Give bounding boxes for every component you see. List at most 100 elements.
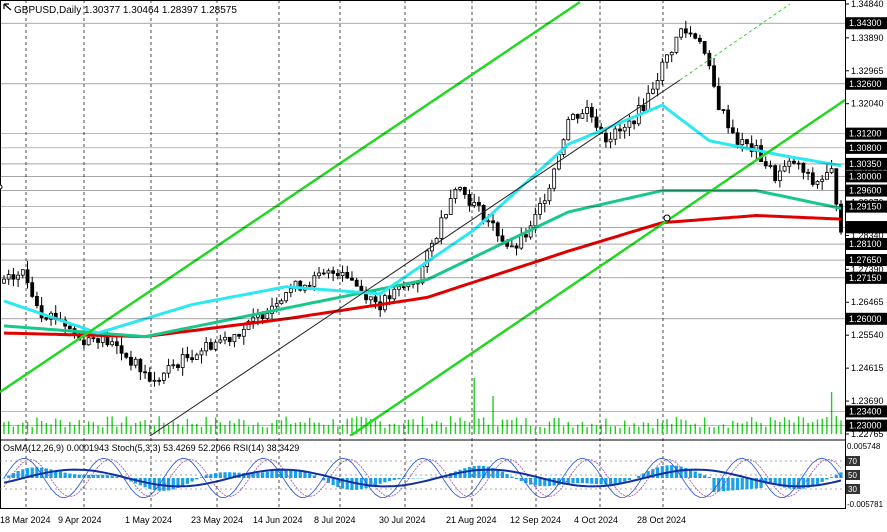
- candle-body: [675, 37, 678, 52]
- candle-body: [82, 340, 85, 345]
- indicator-level-label: 70: [848, 457, 857, 466]
- candle-body: [26, 270, 29, 283]
- osma-bar: [731, 478, 734, 490]
- candle-body: [595, 117, 598, 127]
- candle-body: [510, 246, 513, 247]
- level-label: 1.29150: [849, 202, 882, 212]
- indicator-level-label: 30: [848, 485, 857, 494]
- level-label: 1.23400: [849, 406, 882, 416]
- osma-bar: [510, 477, 513, 478]
- candle-body: [680, 29, 683, 37]
- osma-bar: [115, 477, 118, 478]
- osma-bar: [581, 478, 584, 483]
- candle-body: [369, 297, 372, 300]
- osma-bar: [261, 472, 264, 478]
- anchor-point: [664, 215, 670, 221]
- time-label: 1 May 2024: [125, 515, 172, 525]
- osma-bar: [2, 478, 5, 479]
- osma-bar: [388, 478, 391, 481]
- time-label: 30 Jul 2024: [379, 515, 426, 525]
- level-label: 1.30350: [849, 159, 882, 169]
- candle-body: [567, 120, 570, 140]
- osma-bar: [571, 478, 574, 483]
- candle-body: [477, 202, 480, 205]
- candle-body: [186, 354, 189, 357]
- osma-bar: [830, 477, 833, 478]
- ohlc-values: 1.30377 1.30464 1.28397 1.28575: [84, 5, 237, 16]
- osma-bar: [694, 472, 697, 478]
- candle-body: [727, 110, 730, 128]
- osma-bar: [383, 478, 386, 482]
- candle-body: [830, 169, 833, 173]
- osma-bar: [181, 478, 184, 486]
- candle-body: [280, 301, 283, 304]
- candle-body: [134, 359, 137, 365]
- osma-bar: [590, 478, 593, 484]
- osma-bar: [656, 467, 659, 478]
- level-label: 1.29600: [849, 186, 882, 196]
- candle-body: [388, 296, 391, 299]
- candle-body: [397, 287, 400, 290]
- candle-body: [355, 280, 358, 286]
- symbol-label: GBPUSD,Daily: [14, 5, 81, 16]
- level-label: 1.23000: [849, 421, 882, 431]
- osma-bar: [816, 478, 819, 484]
- candle-body: [360, 286, 363, 291]
- candle-body: [445, 215, 448, 218]
- time-label: 14 Jun 2024: [253, 515, 303, 525]
- candle-body: [195, 355, 198, 360]
- osma-bar: [87, 475, 90, 478]
- candle-body: [92, 338, 95, 339]
- osma-bar: [538, 478, 541, 486]
- osma-bar: [205, 476, 208, 478]
- candle-body: [224, 337, 227, 340]
- candle-body: [327, 271, 330, 273]
- candle-body: [129, 357, 132, 365]
- candle-body: [162, 373, 165, 380]
- indicator-min-label: -0.005781: [847, 500, 884, 509]
- osma-bar: [270, 471, 273, 478]
- candle-body: [209, 342, 212, 349]
- candle-body: [581, 114, 584, 119]
- osma-bar: [393, 478, 396, 480]
- candle-body: [515, 246, 518, 248]
- candle-body: [539, 204, 542, 215]
- osma-bar: [313, 476, 316, 478]
- candle-body: [802, 163, 805, 172]
- candle-body: [590, 107, 593, 117]
- candle-body: [125, 353, 128, 357]
- candle-body: [308, 285, 311, 286]
- osma-bar: [256, 473, 259, 478]
- candle-body: [463, 187, 466, 194]
- candle-body: [778, 171, 781, 181]
- level-label: 1.32600: [849, 79, 882, 89]
- candle-body: [553, 169, 556, 188]
- osma-bar: [172, 478, 175, 489]
- candle-body: [642, 105, 645, 110]
- osma-bar: [374, 478, 377, 485]
- level-label: 1.30800: [849, 143, 882, 153]
- candle-body: [623, 127, 626, 131]
- time-label: 28 Oct 2024: [637, 515, 686, 525]
- candle-body: [266, 314, 269, 319]
- price-tick-label: 1.34840: [851, 0, 884, 9]
- osma-bar: [614, 478, 617, 484]
- indicator-level-label: 50: [848, 471, 857, 480]
- candle-body: [492, 221, 495, 223]
- level-label: 1.31200: [849, 129, 882, 139]
- osma-bar: [821, 478, 824, 482]
- osma-bar: [585, 478, 588, 483]
- osma-bar: [473, 466, 476, 478]
- candle-body: [275, 304, 278, 307]
- candle-body: [318, 273, 321, 276]
- osma-bar: [21, 469, 24, 478]
- candle-body: [731, 128, 734, 133]
- candle-body: [666, 55, 669, 62]
- candle-body: [807, 172, 810, 173]
- candle-body: [332, 271, 335, 274]
- candle-body: [35, 296, 38, 305]
- candle-body: [722, 110, 725, 111]
- candle-body: [792, 161, 795, 163]
